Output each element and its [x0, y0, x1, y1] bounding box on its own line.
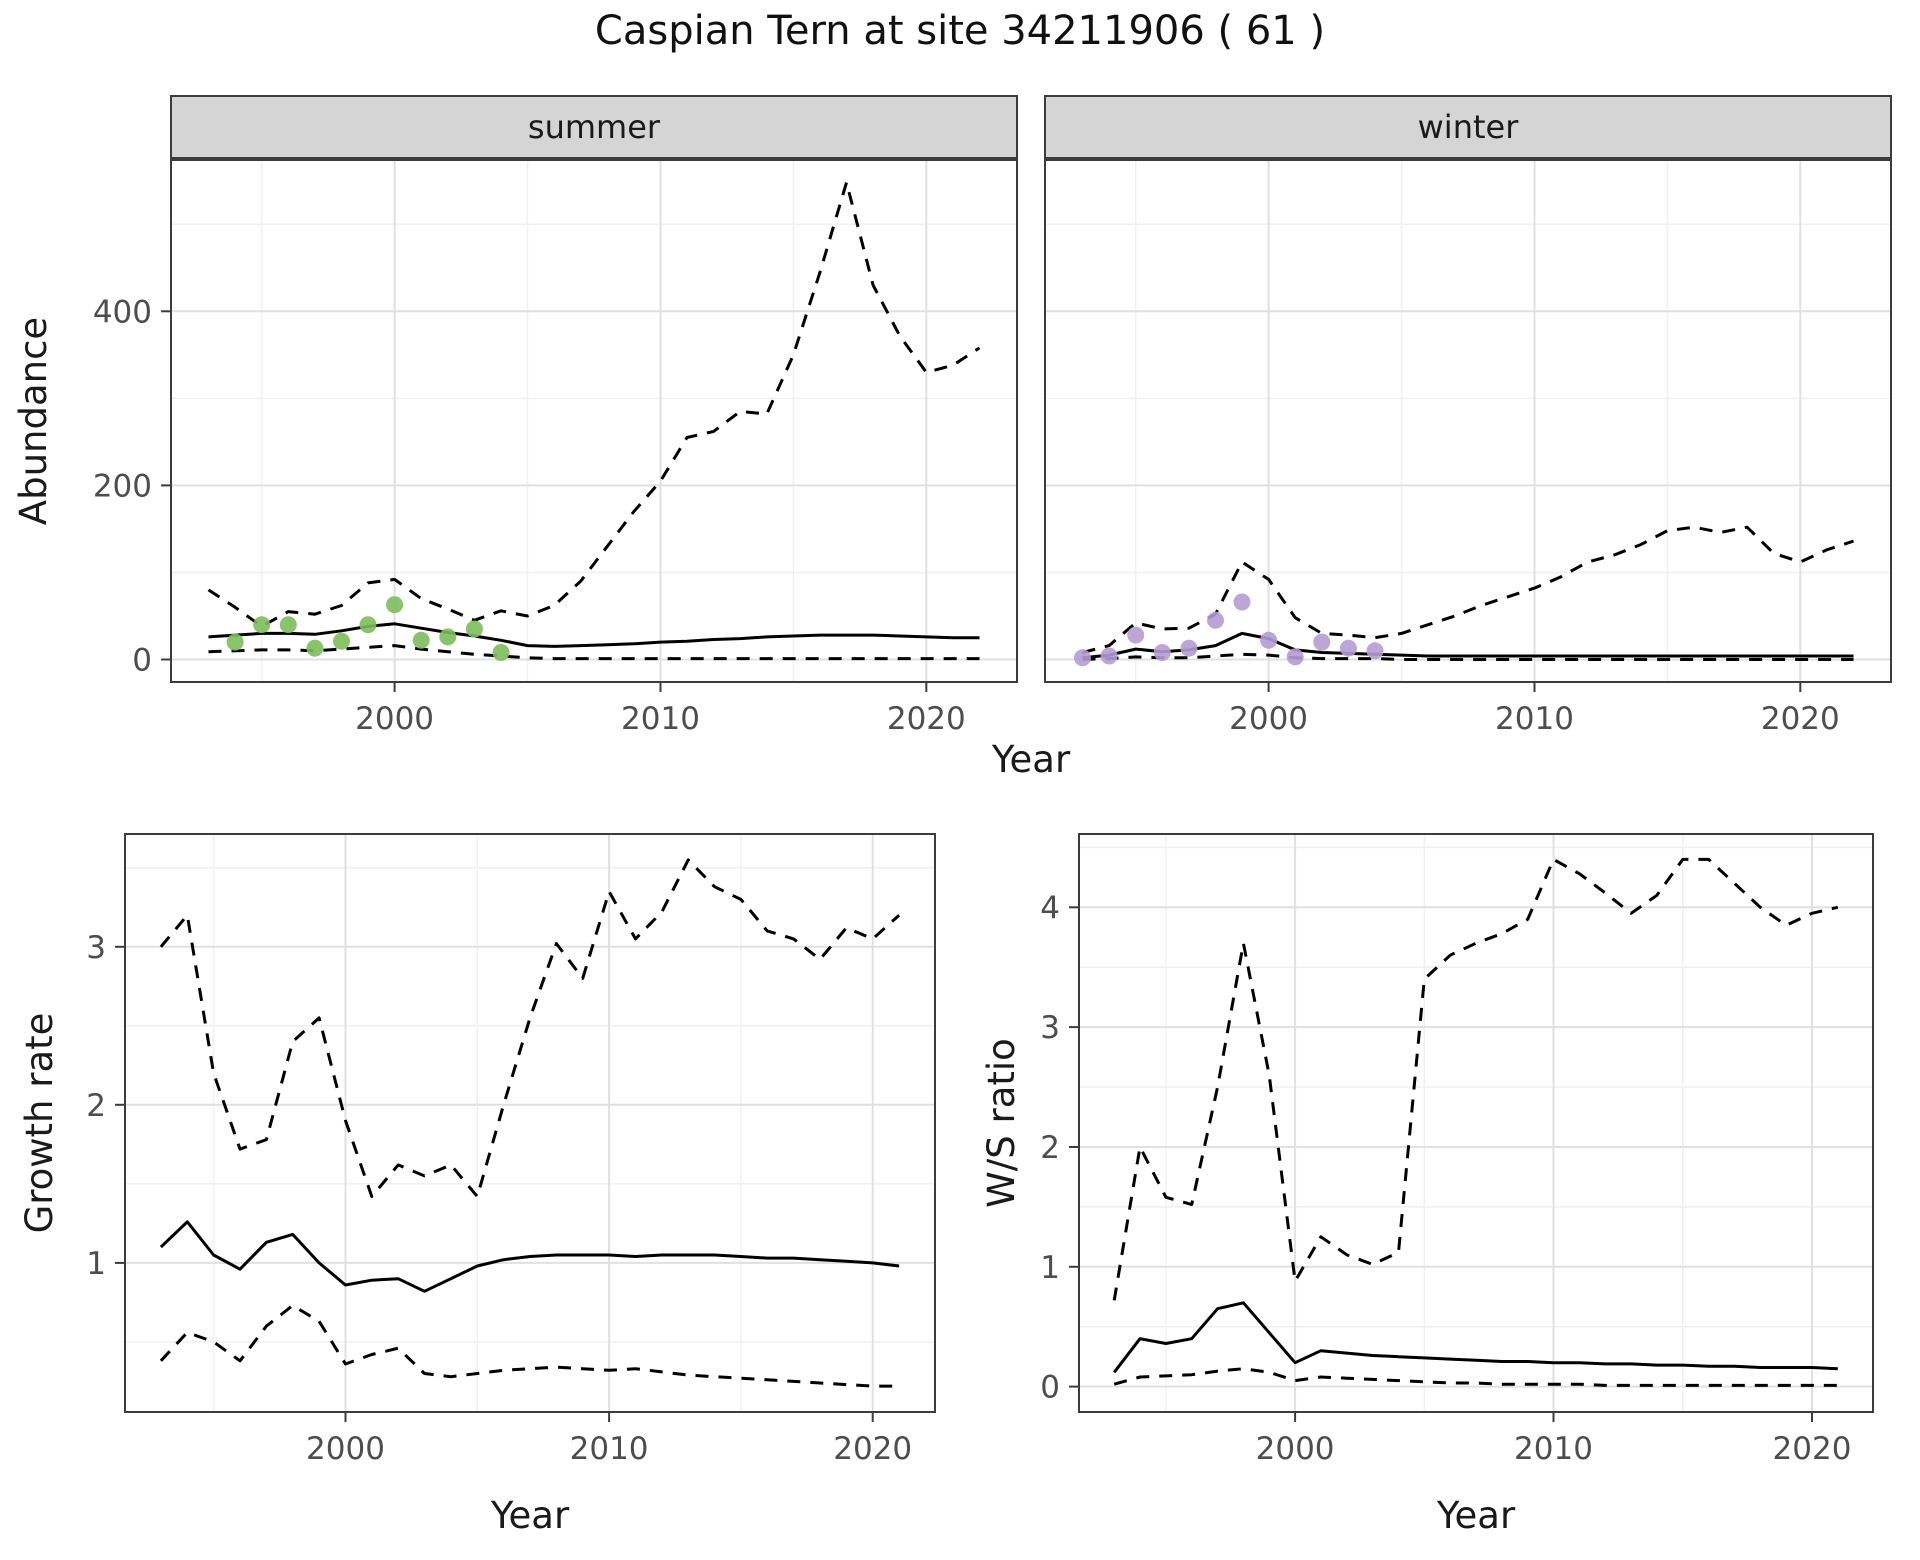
observation-point: [412, 631, 430, 649]
observation-point: [1366, 642, 1384, 660]
observation-point: [359, 616, 377, 634]
x-tick-label: 2020: [887, 701, 966, 737]
y-tick-label: 400: [93, 294, 152, 330]
series-upper_95ci: [159, 858, 901, 1198]
x-axis-title-year-top: Year: [991, 738, 1071, 781]
facet-strip-summer: summer: [170, 95, 1018, 159]
panel-abundance-summer: 2000 2010 2020 0 200 400: [93, 159, 1018, 737]
x-tick-label: 2000: [355, 701, 434, 737]
panel-background: [170, 159, 1018, 683]
observation-point: [1180, 639, 1198, 657]
y-axis-title-growth-rate: Growth rate: [18, 1012, 61, 1234]
y-tick-label: 1: [1040, 1250, 1060, 1286]
y-tick-label: 3: [86, 930, 106, 966]
y-tick-label: 2: [86, 1088, 106, 1124]
x-tick-label: 2020: [1761, 701, 1840, 737]
observation-point: [253, 616, 271, 634]
observation-point: [1313, 633, 1331, 651]
observation-point: [465, 620, 483, 638]
y-tick-label: 1: [86, 1246, 106, 1282]
observation-point: [1233, 593, 1251, 611]
y-tick-label: 0: [1040, 1370, 1060, 1406]
x-tick-label: 2010: [621, 701, 700, 737]
series-median: [208, 622, 980, 648]
y-tick-label: 4: [1040, 890, 1060, 926]
panel-border: [124, 833, 936, 1413]
observation-point: [1207, 611, 1224, 629]
panel-growth-rate: 2000 2010 2020 1 2 3: [86, 833, 936, 1467]
x-tick-label: 2020: [1773, 1431, 1852, 1467]
observation-point: [492, 644, 510, 661]
observation-point: [333, 632, 350, 650]
observation-point: [1127, 626, 1145, 644]
x-tick-label: 2010: [1514, 1431, 1593, 1467]
y-tick-label: 200: [93, 468, 152, 504]
series-upper_95ci: [207, 181, 981, 628]
x-tick-label: 2010: [570, 1431, 649, 1467]
y-axis-title-abundance: Abundance: [12, 316, 55, 526]
plot-title: Caspian Tern at site 34211906 ( 61 ): [594, 8, 1326, 54]
series-median: [1113, 1301, 1838, 1374]
panel-border: [1044, 159, 1892, 683]
observation-point: [386, 596, 404, 614]
facet-strip-summer-label: summer: [527, 108, 661, 146]
x-tick-label: 2000: [306, 1431, 385, 1467]
y-tick-label: 0: [132, 643, 152, 679]
observation-point: [306, 639, 324, 657]
panel-background: [124, 833, 936, 1413]
observation-point: [279, 616, 297, 634]
panel-background: [1044, 159, 1892, 683]
x-axis-title-year-ratio: Year: [1436, 1494, 1516, 1537]
panel-border: [170, 159, 1018, 683]
x-tick-label: 2010: [1495, 701, 1574, 737]
facet-strip-winter-label: winter: [1417, 108, 1519, 146]
panel-ws-ratio: 2000 2010 2020 0 1 2 3 4: [1040, 833, 1874, 1467]
facet-strip-winter: winter: [1044, 95, 1892, 159]
series-median: [159, 1220, 900, 1293]
series-median: [1082, 631, 1854, 660]
observation-point: [226, 633, 244, 651]
y-axis-title-ws-ratio: W/S ratio: [980, 1038, 1023, 1208]
x-tick-label: 2000: [1229, 701, 1308, 737]
panel-abundance-winter: 2000 2010 2020: [1044, 159, 1892, 737]
x-tick-label: 2000: [1256, 1431, 1335, 1467]
y-tick-label: 3: [1040, 1010, 1060, 1046]
observation-point: [1286, 648, 1304, 666]
x-tick-label: 2020: [833, 1431, 912, 1467]
y-tick-label: 2: [1040, 1130, 1060, 1166]
observation-point: [439, 628, 457, 646]
observation-point: [1153, 644, 1171, 661]
series-lower_95ci: [159, 1304, 900, 1388]
panel-border: [1078, 833, 1874, 1413]
observation-point: [1339, 639, 1357, 657]
observation-point: [1260, 631, 1278, 649]
observation-point: [1100, 647, 1118, 665]
series-lower_95ci: [1113, 1367, 1838, 1387]
x-axis-title-year-growth: Year: [490, 1494, 570, 1537]
observation-point: [1074, 649, 1091, 667]
